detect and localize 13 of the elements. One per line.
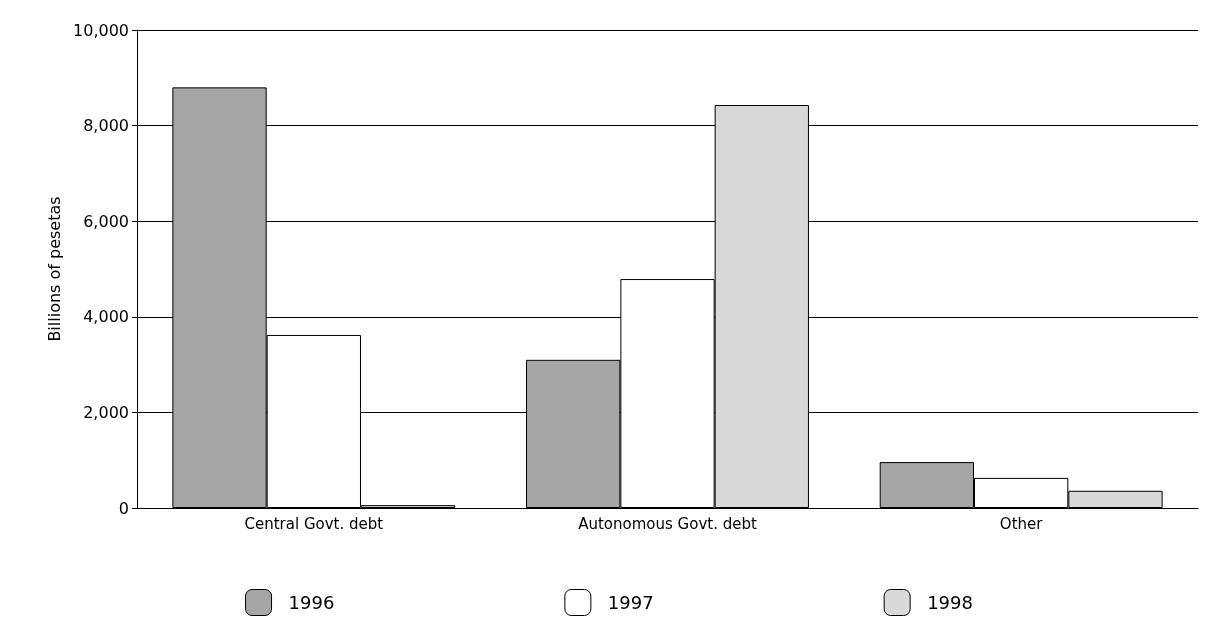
- y-tick-label: 10,000: [73, 20, 129, 40]
- x-tick-label: Autonomous Govt. debt: [578, 514, 757, 533]
- y-axis-title: Billions of pesetas: [44, 196, 64, 342]
- y-tick-label: 4,000: [83, 307, 129, 327]
- y-tick-label: 6,000: [83, 211, 129, 231]
- y-tick-label: 2,000: [83, 402, 129, 422]
- legend-label: 1997: [607, 592, 654, 613]
- legend-label: 1998: [927, 592, 973, 613]
- x-tick-label: Central Govt. debt: [244, 514, 384, 533]
- y-tick-label: 8,000: [83, 116, 129, 136]
- y-tick-label: 0: [118, 498, 129, 518]
- legend-label: 1996: [288, 592, 335, 613]
- x-tick-label: Other: [999, 514, 1044, 533]
